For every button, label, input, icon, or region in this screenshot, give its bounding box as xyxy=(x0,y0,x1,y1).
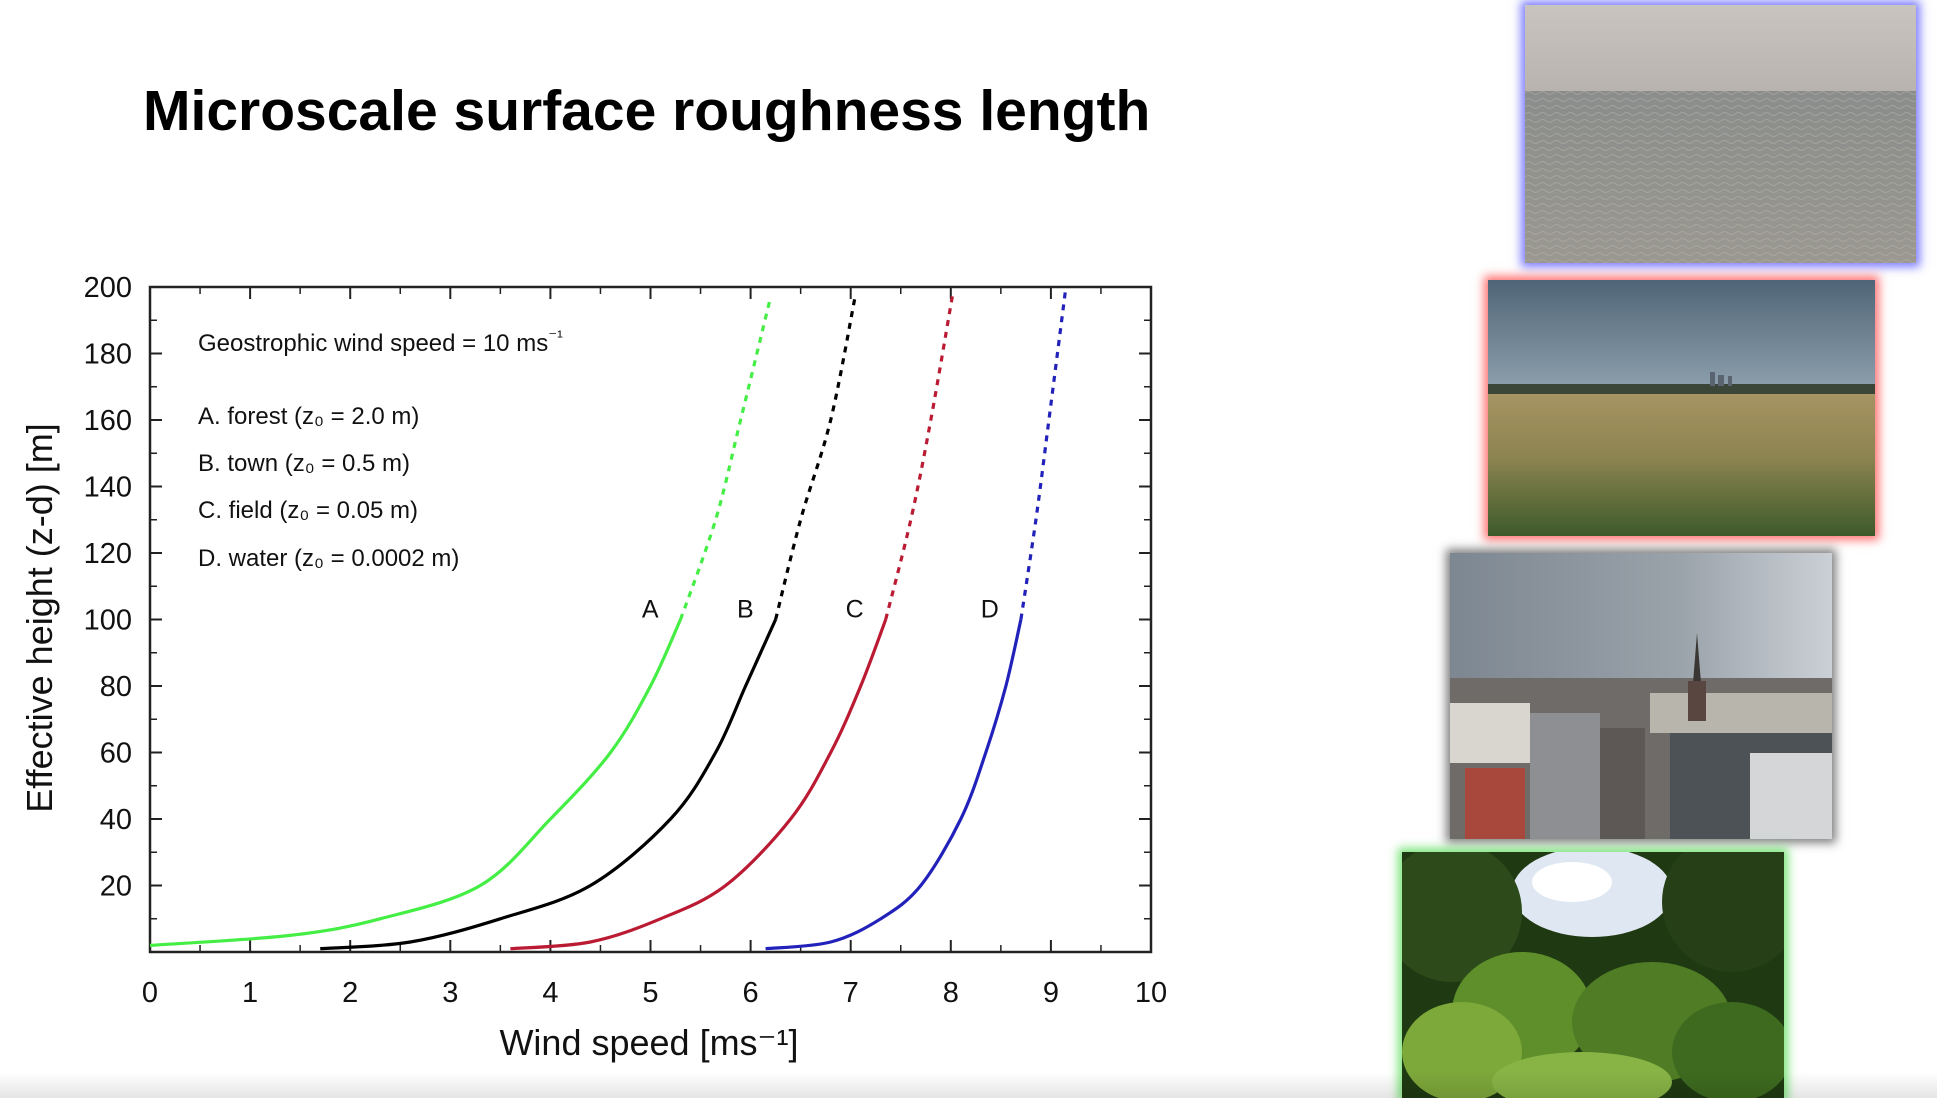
photo-water xyxy=(1525,5,1916,263)
legend-line-field: C. field (z₀ = 0.05 m) xyxy=(198,497,418,524)
y-tick-label-100: 100 xyxy=(84,605,132,637)
series-D-solid xyxy=(765,619,1023,951)
x-tick-label-5: 5 xyxy=(642,977,658,1009)
x-tick-label-0: 0 xyxy=(142,977,158,1009)
x-tick-label-2: 2 xyxy=(342,977,358,1009)
curve-label-A: A xyxy=(642,596,659,624)
x-tick-label-8: 8 xyxy=(943,977,959,1009)
y-tick-label-140: 140 xyxy=(84,472,132,504)
legend-line-water: D. water (z₀ = 0.0002 m) xyxy=(198,545,459,572)
series-A-solid xyxy=(149,618,682,947)
legend-line-town: B. town (z₀ = 0.5 m) xyxy=(198,450,410,477)
series-C-solid xyxy=(510,618,888,951)
y-tick-label-160: 160 xyxy=(84,405,132,437)
x-tick-label-1: 1 xyxy=(242,977,258,1009)
town-photo xyxy=(1450,553,1832,839)
y-tick-label-200: 200 xyxy=(84,272,132,304)
y-tick-label-80: 80 xyxy=(100,671,132,703)
x-tick-label-6: 6 xyxy=(743,977,759,1009)
bottom-shade xyxy=(0,1072,1937,1098)
curves-layer: A B C D xyxy=(149,286,1068,951)
forest-photo xyxy=(1402,852,1784,1098)
series-A-dotted xyxy=(678,296,773,621)
series-D-dotted xyxy=(1019,286,1068,620)
x-tick-label-3: 3 xyxy=(442,977,458,1009)
axes-layer: 0 1 2 3 4 5 6 7 8 9 10 20 40 60 80 100 120 140 160 180 200 xyxy=(84,272,1168,1009)
x-tick-label-4: 4 xyxy=(542,977,558,1009)
x-tick-label-10: 10 xyxy=(1135,977,1167,1009)
photo-town xyxy=(1450,553,1832,839)
photo-field xyxy=(1488,280,1875,536)
y-axis-label: Effective height (z-d) [m] xyxy=(19,423,60,812)
y-tick-label-40: 40 xyxy=(100,804,132,836)
x-tick-label-9: 9 xyxy=(1043,977,1059,1009)
field-photo xyxy=(1488,280,1875,536)
chart-text-layer: Geostrophic wind speed = 10 ms⁻¹ A. fore… xyxy=(19,327,799,1063)
series-B-solid xyxy=(320,618,778,951)
legend-line-forest: A. forest (z₀ = 2.0 m) xyxy=(198,403,419,430)
x-tick-label-7: 7 xyxy=(843,977,859,1009)
series-B-dotted xyxy=(774,293,858,620)
y-tick-label-60: 60 xyxy=(100,738,132,770)
water-surface-photo xyxy=(1525,5,1916,263)
y-tick-label-180: 180 xyxy=(84,339,132,371)
curve-label-C: C xyxy=(846,596,864,624)
photo-forest xyxy=(1402,852,1784,1098)
series-C-dotted xyxy=(884,293,955,620)
geostrophic-annotation: Geostrophic wind speed = 10 ms⁻¹ xyxy=(198,327,563,357)
x-axis-label: Wind speed [ms⁻¹] xyxy=(499,1022,798,1063)
curve-label-D: D xyxy=(981,596,999,624)
y-tick-label-20: 20 xyxy=(100,871,132,903)
slide-title: Microscale surface roughness length xyxy=(143,79,1151,143)
y-tick-label-120: 120 xyxy=(84,538,132,570)
curve-label-B: B xyxy=(737,596,754,624)
